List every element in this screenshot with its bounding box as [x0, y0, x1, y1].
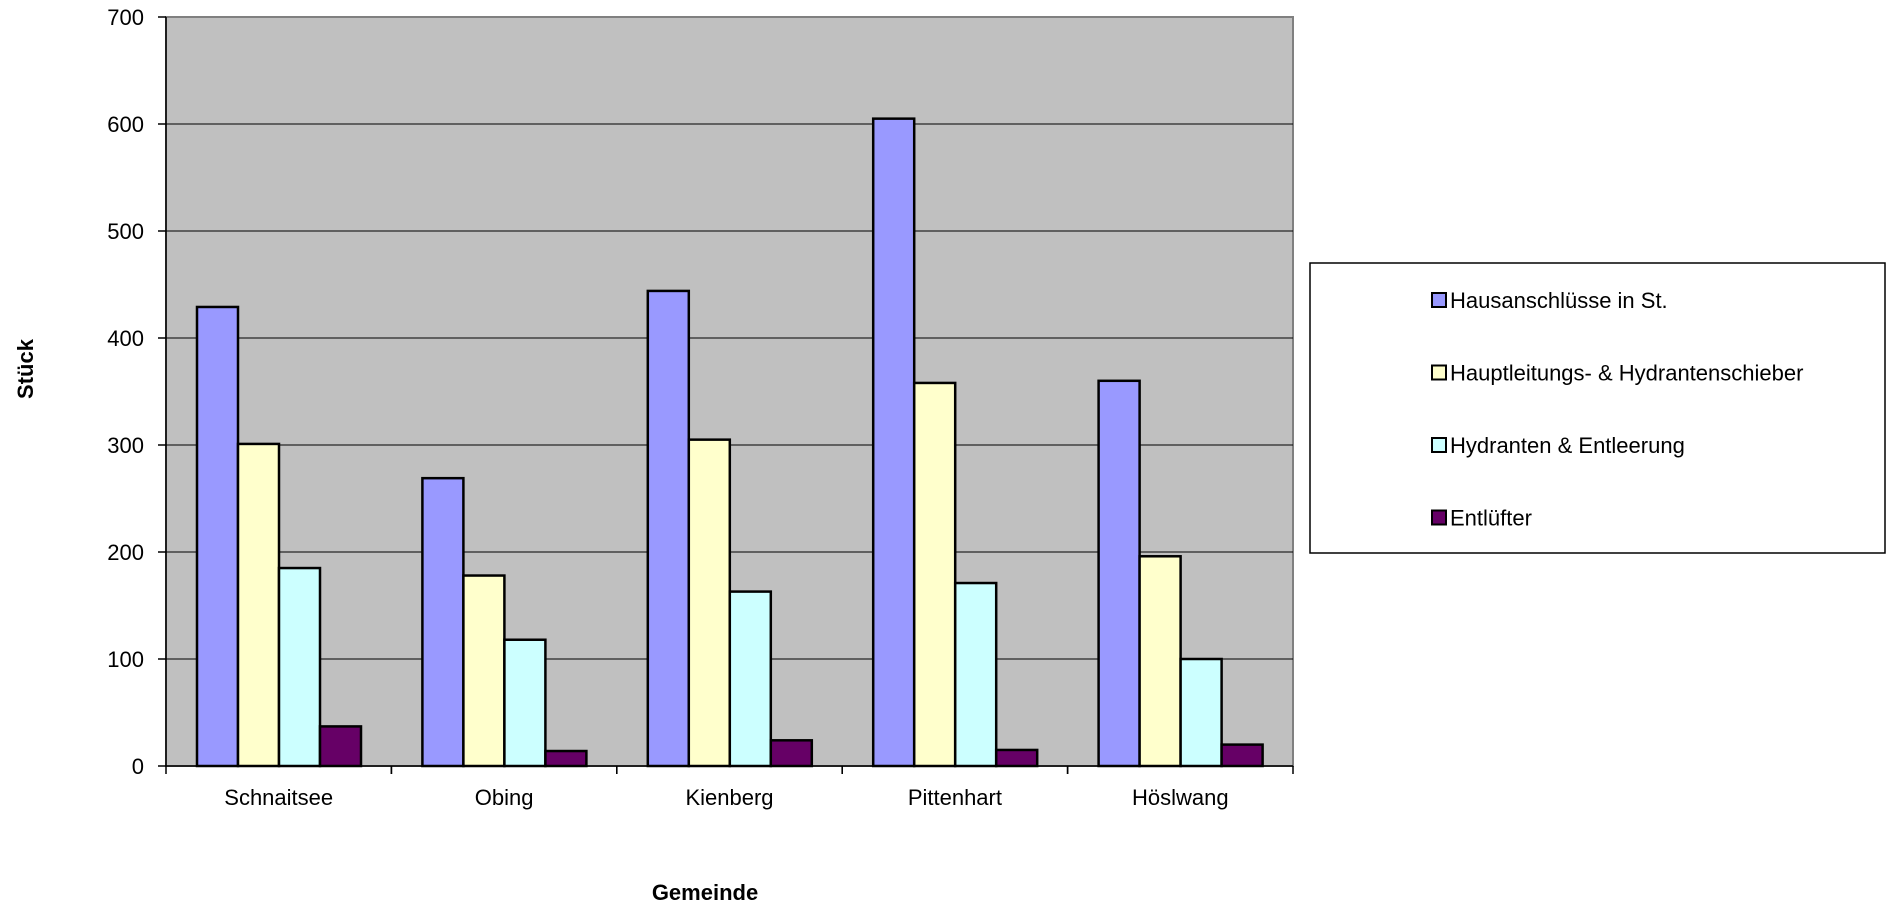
x-tick-label: Schnaitsee — [224, 785, 333, 810]
x-tick-label: Kienberg — [685, 785, 773, 810]
legend-label: Hauptleitungs- & Hydrantenschieber — [1450, 361, 1803, 386]
bar — [1097, 379, 1141, 768]
bar — [912, 381, 957, 768]
axes: 0 100 200 300 400 500 600 700 Schnaitsee Obing Kie… — [107, 5, 1294, 810]
y-tick-label: 200 — [107, 540, 144, 565]
y-tick-label: 600 — [107, 112, 144, 137]
legend-swatch — [1431, 509, 1447, 526]
x-tick-label: Höslwang — [1132, 785, 1229, 810]
bar — [1138, 555, 1182, 768]
bar — [953, 581, 998, 768]
bar — [646, 289, 691, 768]
y-tick-label: 500 — [107, 219, 144, 244]
legend-box — [1309, 262, 1886, 554]
x-tick-label: Pittenhart — [908, 785, 1002, 810]
bar — [544, 749, 588, 768]
y-tick-label: 0 — [132, 754, 144, 779]
bar — [871, 117, 916, 768]
y-axis-title: Stück — [13, 338, 38, 399]
legend-label: Entlüfter — [1450, 506, 1532, 531]
x-axis-title: Gemeinde — [652, 880, 758, 905]
bar — [277, 566, 322, 768]
bar — [994, 748, 1039, 768]
x-tick-label: Obing — [475, 785, 534, 810]
bar — [236, 442, 281, 768]
bar — [195, 305, 240, 768]
legend-label: Hydranten & Entleerung — [1450, 433, 1685, 458]
bar — [769, 739, 814, 768]
bar — [687, 438, 732, 768]
bar — [318, 725, 363, 768]
bar — [503, 638, 547, 768]
y-tick-label: 300 — [107, 433, 144, 458]
legend-label: Hausanschlüsse in St. — [1450, 288, 1668, 313]
bar — [462, 574, 506, 768]
bar — [728, 590, 773, 768]
bar — [1220, 743, 1264, 768]
legend-swatch — [1431, 364, 1447, 381]
bar — [1179, 657, 1223, 768]
bar — [421, 476, 465, 768]
y-tick-label: 100 — [107, 647, 144, 672]
bars — [195, 117, 1264, 768]
legend-swatch — [1431, 437, 1447, 453]
y-tick-label: 400 — [107, 326, 144, 351]
y-tick-label: 700 — [107, 5, 144, 30]
legend-swatch — [1431, 292, 1447, 308]
legend: Hausanschlüsse in St. Hauptleitungs- & Hy… — [1309, 262, 1886, 554]
